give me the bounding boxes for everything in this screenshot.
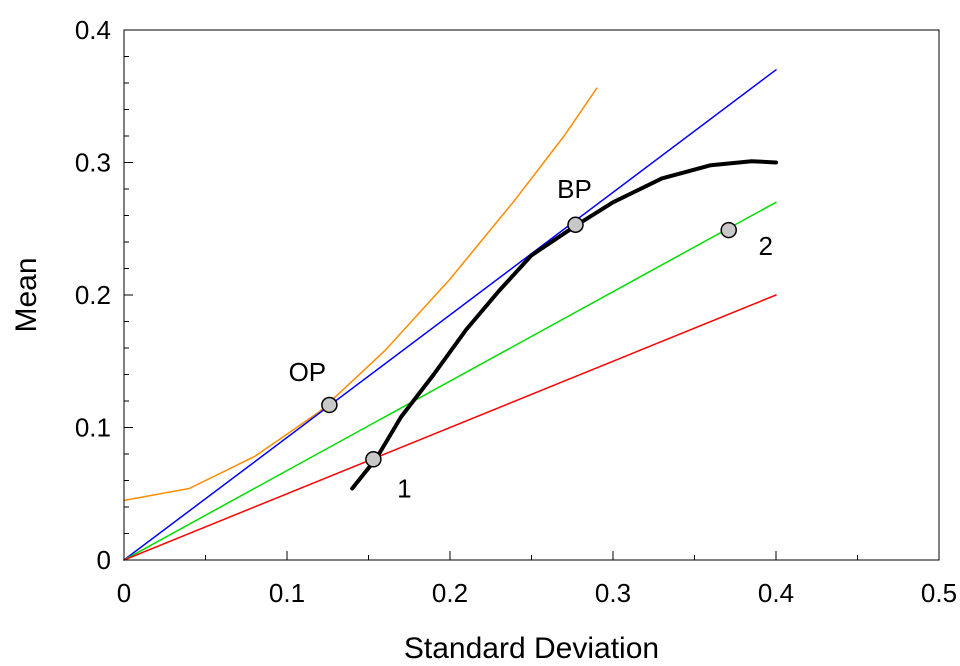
point-marker-bp [567,216,584,234]
x-tick-label: 0.2 [432,578,468,608]
x-tick-label: 0.5 [921,578,957,608]
y-tick-label: 0.2 [75,280,111,310]
point-marker-2 [720,221,737,239]
axis-ticks: 0 0.1 0.2 0.3 0.4 0.5 0 0.1 0.2 0.3 0.4 [75,15,957,608]
series-line-2 [123,69,777,561]
point-label-bp: BP [557,174,592,204]
point-label-1: 1 [397,473,411,503]
series-line-5 [350,159,778,491]
point-marker-op [321,396,338,414]
x-tick-label: 0.1 [269,578,305,608]
series-line-3 [123,201,777,561]
y-tick-label: 0.4 [75,15,111,45]
x-tick-label: 0.3 [595,578,631,608]
series-line-1 [123,87,598,502]
point-label-op: OP [289,357,327,387]
x-tick-label: 0.4 [758,578,794,608]
y-tick-label: 0.1 [75,413,111,443]
x-tick-label: 0 [117,578,131,608]
point-marker-1 [365,451,382,468]
y-tick-label: 0.3 [75,148,111,178]
y-axis-title: Mean [10,257,43,332]
series-line-4 [123,294,777,561]
marked-points: OP BP 1 2 [289,174,773,504]
plot-area-frame [123,29,940,561]
x-axis-title: Standard Deviation [404,632,659,665]
series-layer [123,69,778,561]
y-tick-label: 0 [97,545,111,575]
point-label-2: 2 [758,231,772,261]
